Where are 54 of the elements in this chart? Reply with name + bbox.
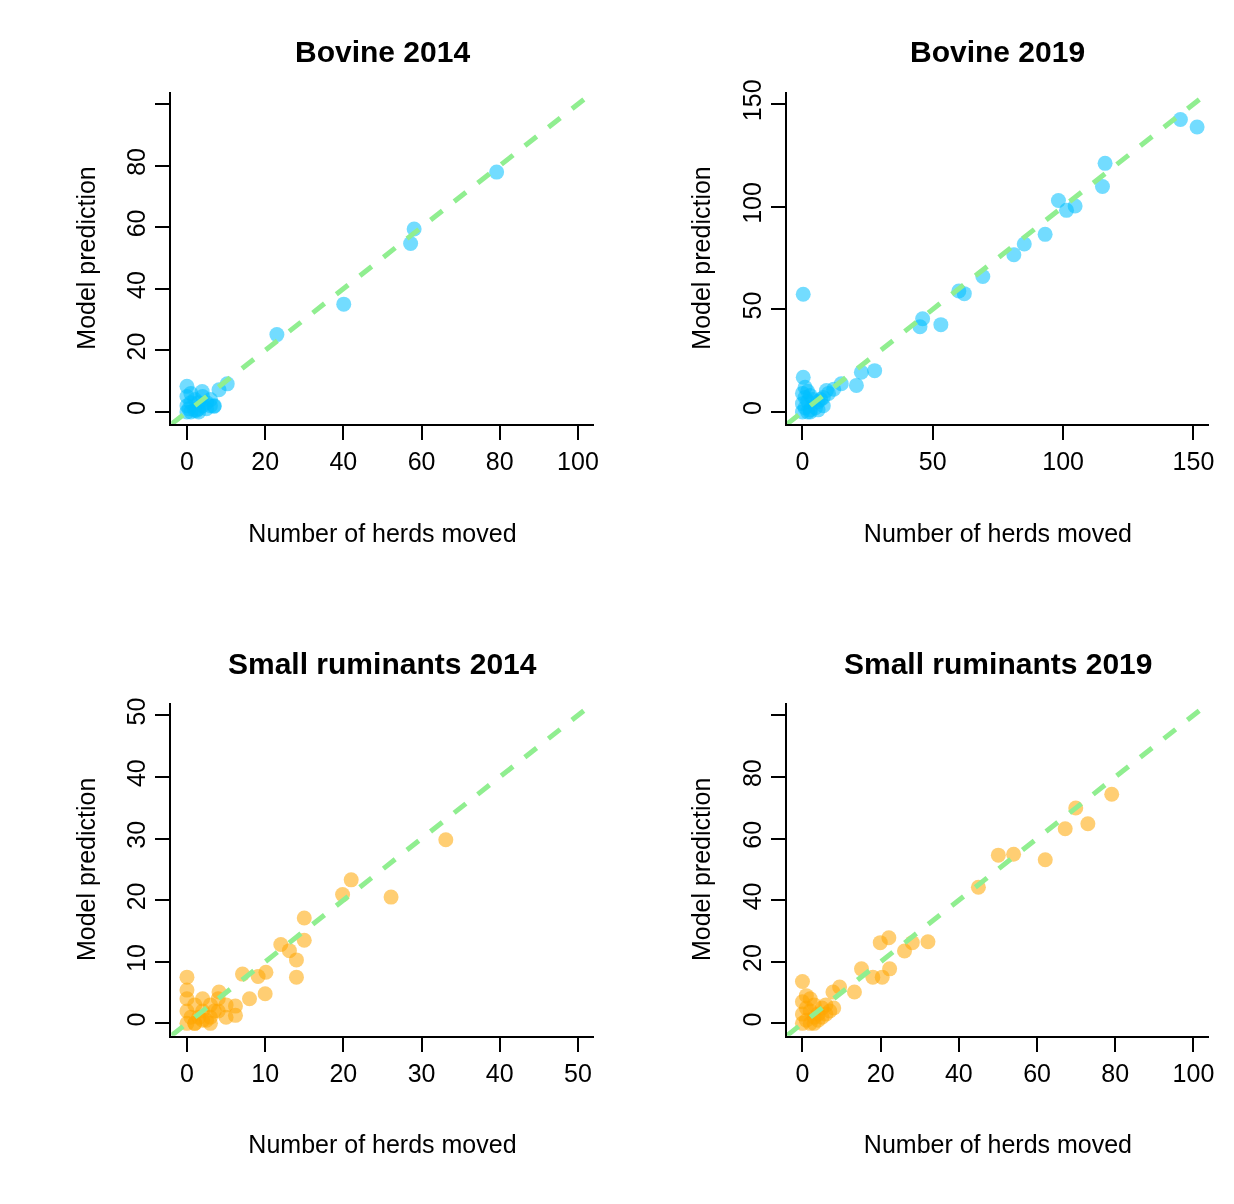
x-tick-label: 50 bbox=[564, 1058, 592, 1087]
y-tick-label: 50 bbox=[737, 291, 766, 320]
chart-title: Small ruminants 2014 bbox=[228, 647, 537, 680]
x-tick-label: 60 bbox=[407, 447, 436, 476]
y-tick-label: 40 bbox=[122, 759, 151, 788]
x-tick-label: 0 bbox=[180, 447, 194, 476]
x-tick-label: 40 bbox=[329, 447, 358, 476]
y-tick-label: 0 bbox=[737, 1012, 766, 1027]
x-tick-label: 50 bbox=[918, 447, 947, 476]
x-tick-label: 40 bbox=[485, 1058, 514, 1087]
x-tick-label: 40 bbox=[944, 1058, 973, 1087]
y-tick-label: 20 bbox=[122, 332, 151, 361]
y-tick-label: 0 bbox=[737, 401, 766, 416]
x-tick-label: 80 bbox=[1101, 1058, 1130, 1087]
y-tick-label: 40 bbox=[737, 882, 766, 911]
y-axis-title: Model prediction bbox=[687, 166, 716, 350]
y-tick-label: 0 bbox=[122, 1012, 151, 1027]
y-tick-label: 20 bbox=[737, 944, 766, 972]
chart-title: Bovine 2019 bbox=[910, 35, 1086, 68]
y-tick-label: 30 bbox=[122, 820, 151, 849]
x-tick-label: 80 bbox=[485, 447, 514, 476]
y-axis-title: Model prediction bbox=[71, 777, 100, 962]
y-tick-label: 100 bbox=[737, 182, 766, 224]
y-tick-label: 10 bbox=[122, 944, 151, 972]
x-tick-label: 100 bbox=[1042, 447, 1084, 476]
x-tick-label: 0 bbox=[180, 1058, 194, 1087]
x-tick-label: 20 bbox=[251, 447, 280, 476]
x-axis-title: Number of herds moved bbox=[248, 518, 517, 547]
chart-title: Bovine 2014 bbox=[295, 35, 471, 68]
chart-title: Small ruminants 2019 bbox=[844, 647, 1153, 680]
y-tick-label: 20 bbox=[122, 882, 151, 911]
x-tick-label: 100 bbox=[557, 447, 599, 476]
y-tick-label: 50 bbox=[122, 697, 151, 726]
x-axis-title: Number of herds moved bbox=[863, 518, 1133, 547]
x-tick-label: 30 bbox=[407, 1058, 436, 1087]
y-tick-label: 60 bbox=[737, 820, 766, 849]
y-tick-label: 40 bbox=[122, 271, 151, 299]
x-tick-label: 10 bbox=[251, 1058, 280, 1087]
x-tick-label: 100 bbox=[1172, 1058, 1215, 1087]
y-axis-title: Model prediction bbox=[71, 166, 100, 350]
x-tick-label: 150 bbox=[1172, 447, 1215, 476]
y-tick-label: 60 bbox=[122, 209, 151, 238]
x-tick-label: 0 bbox=[795, 1058, 810, 1087]
x-tick-label: 0 bbox=[795, 447, 810, 476]
x-tick-label: 20 bbox=[866, 1058, 895, 1087]
x-tick-label: 20 bbox=[329, 1058, 358, 1087]
y-axis-title: Model prediction bbox=[687, 777, 716, 962]
x-axis-title: Number of herds moved bbox=[248, 1130, 517, 1159]
x-tick-label: 60 bbox=[1023, 1058, 1051, 1087]
x-axis-title: Number of herds moved bbox=[863, 1130, 1133, 1159]
y-tick-label: 0 bbox=[122, 401, 151, 416]
y-tick-label: 150 bbox=[737, 79, 766, 122]
y-tick-label: 80 bbox=[122, 147, 151, 176]
y-tick-label: 80 bbox=[737, 759, 766, 788]
